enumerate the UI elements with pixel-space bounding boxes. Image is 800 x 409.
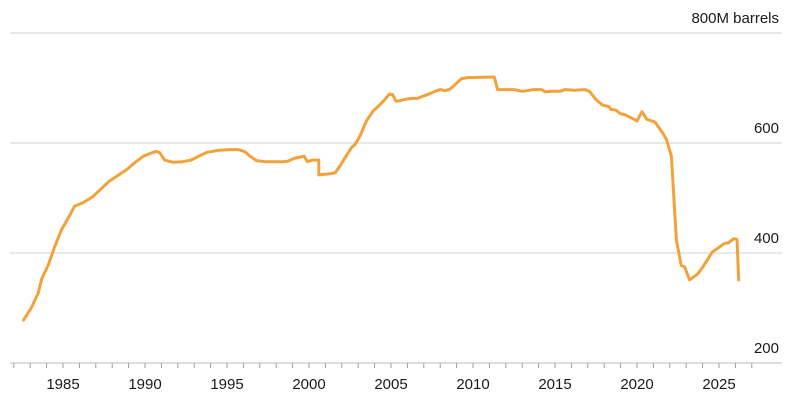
y-tick-label: 600 (754, 120, 779, 137)
x-tick-label: 2000 (292, 376, 325, 393)
y-gridlines (10, 32, 782, 254)
series-line (22, 75, 741, 322)
y-tick-label: 200 (754, 340, 779, 357)
x-tick-label: 2005 (374, 376, 407, 393)
x-tick-label: 1985 (46, 376, 79, 393)
x-tick-label: 2010 (456, 376, 489, 393)
y-tick-label: 400 (754, 230, 779, 247)
x-tick-labels: 1985 1990 1995 2000 2005 2010 2015 2020 2025 (46, 376, 735, 393)
series-layer (22, 75, 741, 322)
y-tick-labels: 800M barrels 600 400 200 (691, 10, 779, 357)
x-axis-ticks (13, 363, 753, 368)
x-tick-label: 1995 (210, 376, 243, 393)
x-tick-label: 1990 (128, 376, 161, 393)
x-tick-label: 2020 (620, 376, 653, 393)
x-tick-label: 2015 (538, 376, 571, 393)
x-tick-label: 2025 (702, 376, 735, 393)
y-tick-label: 800M barrels (691, 10, 779, 27)
